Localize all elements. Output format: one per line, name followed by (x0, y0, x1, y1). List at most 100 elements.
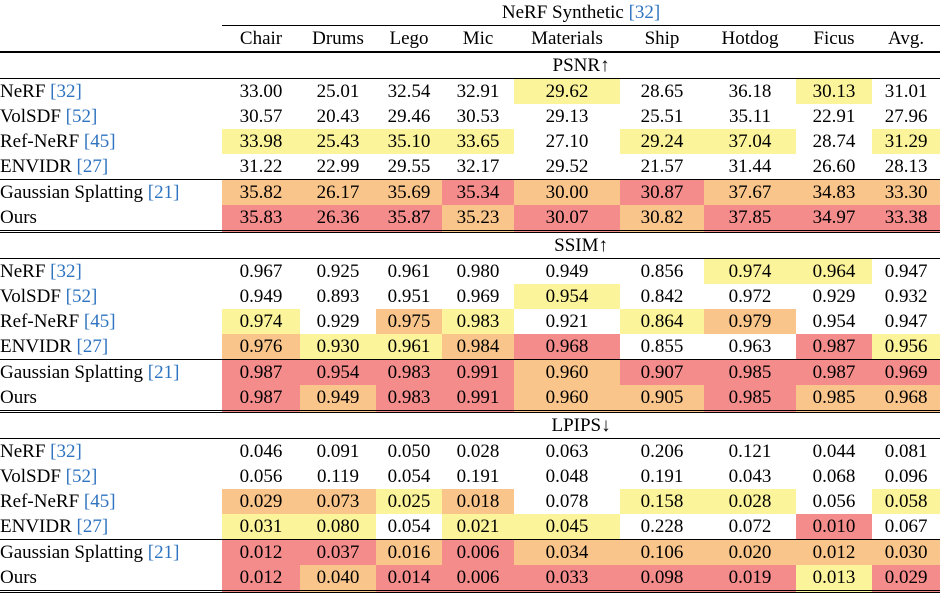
metric-cell: 30.53 (456, 106, 500, 127)
metric-cell: 0.191 (456, 466, 500, 487)
metric-cell: 0.960 (514, 359, 620, 385)
section-header-spacer (0, 410, 222, 439)
citation-link[interactable]: [21] (147, 182, 180, 203)
metric-cell: 0.030 (872, 539, 940, 565)
metric-cell: 28.74 (812, 131, 856, 152)
table-row: NeRF [32] 33.00 25.01 32.54 32.91 29.62 28.65 3… (0, 78, 940, 105)
metric-cell: 0.929 (812, 286, 856, 307)
citation-link[interactable]: [52] (65, 286, 98, 307)
table-row: NeRF [32] 0.967 0.925 0.961 0.980 0.949 0.856 0… (0, 258, 940, 285)
metric-cell: 0.191 (640, 466, 684, 487)
citation-link[interactable]: [32] (50, 81, 82, 102)
metric-cell: 0.925 (316, 261, 360, 282)
metric-cell: 0.980 (456, 261, 500, 282)
metric-cell: 29.13 (545, 106, 589, 127)
metric-cell: 33.65 (442, 129, 514, 154)
metric-cell: 0.012 (222, 539, 300, 565)
metric-cell: 30.07 (514, 205, 620, 232)
metric-cell: 0.907 (620, 359, 704, 385)
metric-cell: 0.855 (640, 336, 684, 357)
method-cell: ENVIDR [27] (0, 514, 222, 540)
section-title: LPIPS↓ (222, 410, 940, 439)
column-header-mic: Mic (442, 25, 514, 53)
citation-link[interactable]: [32] (50, 441, 82, 462)
metric-cell: 0.106 (620, 539, 704, 565)
dataset-name: NeRF Synthetic (501, 2, 624, 23)
metric-cell: 0.033 (514, 565, 620, 593)
metric-cell: 0.054 (387, 516, 431, 537)
dataset-citation: [32] (628, 2, 661, 23)
metric-cell: 0.954 (514, 284, 620, 309)
results-table: NeRF Synthetic [32] Chair Drums Lego Mic Mat… (0, 0, 940, 593)
metric-cell: 33.00 (239, 81, 283, 102)
metric-cell: 0.954 (300, 359, 376, 385)
metric-cell: 26.36 (300, 205, 376, 232)
citation-link[interactable]: [52] (65, 106, 98, 127)
citation-link[interactable]: [45] (83, 311, 116, 332)
method-cell: Ours (0, 205, 222, 232)
metric-cell: 0.972 (728, 286, 772, 307)
metric-cell: 37.67 (704, 179, 796, 205)
citation-link[interactable]: [45] (83, 131, 116, 152)
metric-cell: 0.991 (442, 385, 514, 412)
metric-cell: 0.947 (884, 311, 928, 332)
table-row: Ours 0.987 0.949 0.983 0.991 0.960 0.905 0.985 0… (0, 385, 940, 412)
metric-cell: 0.991 (442, 359, 514, 385)
metric-cell: 0.029 (872, 565, 940, 593)
metric-cell: 0.044 (812, 441, 856, 462)
method-name: Ref-NeRF (0, 311, 80, 332)
metric-cell: 0.949 (300, 385, 376, 412)
method-column-header (0, 25, 222, 53)
metric-cell: 0.968 (872, 385, 940, 412)
metric-cell: 0.098 (620, 565, 704, 593)
section-header-row: SSIM↑ (0, 230, 940, 259)
method-cell: NeRF [32] (0, 439, 222, 465)
table-row: Ours 0.012 0.040 0.014 0.006 0.033 0.098 0.019 0… (0, 565, 940, 593)
citation-link[interactable]: [52] (65, 466, 98, 487)
citation-link[interactable]: [21] (147, 362, 180, 383)
method-name: Ours (0, 387, 37, 408)
metric-cell: 0.947 (884, 261, 928, 282)
citation-link[interactable]: [27] (76, 516, 109, 537)
metric-cell: 0.010 (796, 514, 872, 540)
method-name: NeRF (0, 441, 46, 462)
method-cell: NeRF [32] (0, 79, 222, 105)
metric-cell: 0.018 (442, 489, 514, 514)
metric-cell: 0.893 (316, 286, 360, 307)
citation-link[interactable]: [21] (147, 542, 180, 563)
metric-cell: 0.119 (316, 466, 360, 487)
metric-cell: 35.11 (728, 106, 772, 127)
section-header-row: LPIPS↓ (0, 410, 940, 439)
table-row: Gaussian Splatting [21] 35.82 26.17 35.69 35… (0, 179, 940, 205)
metric-cell: 29.62 (514, 78, 620, 104)
metric-cell: 0.034 (514, 539, 620, 565)
citation-link[interactable]: [32] (50, 261, 82, 282)
metric-cell: 0.984 (442, 334, 514, 360)
method-name: Gaussian Splatting (0, 182, 144, 203)
method-name: ENVIDR (0, 336, 72, 357)
metric-cell: 30.57 (239, 106, 283, 127)
metric-cell: 0.956 (872, 334, 940, 360)
metric-cell: 0.012 (796, 539, 872, 565)
metric-cell: 37.85 (704, 205, 796, 232)
citation-link[interactable]: [27] (76, 336, 109, 357)
method-cell: NeRF [32] (0, 259, 222, 285)
metric-cell: 34.83 (796, 179, 872, 205)
metric-cell: 31.44 (728, 156, 772, 177)
metric-cell: 0.020 (704, 539, 796, 565)
method-cell: VolSDF [52] (0, 104, 222, 129)
metric-cell: 0.987 (222, 359, 300, 385)
metric-cell: 37.04 (704, 129, 796, 154)
method-cell: ENVIDR [27] (0, 154, 222, 180)
metric-cell: 0.063 (545, 441, 589, 462)
metric-cell: 0.961 (387, 261, 431, 282)
citation-link[interactable]: [45] (83, 491, 116, 512)
metric-cell: 0.983 (376, 385, 442, 412)
method-name: ENVIDR (0, 516, 72, 537)
metric-cell: 29.55 (387, 156, 431, 177)
citation-link[interactable]: [27] (76, 156, 109, 177)
column-header-avg: Avg. (872, 25, 940, 53)
metric-cell: 0.091 (316, 441, 360, 462)
method-cell: VolSDF [52] (0, 464, 222, 489)
metric-cell: 0.037 (300, 539, 376, 565)
